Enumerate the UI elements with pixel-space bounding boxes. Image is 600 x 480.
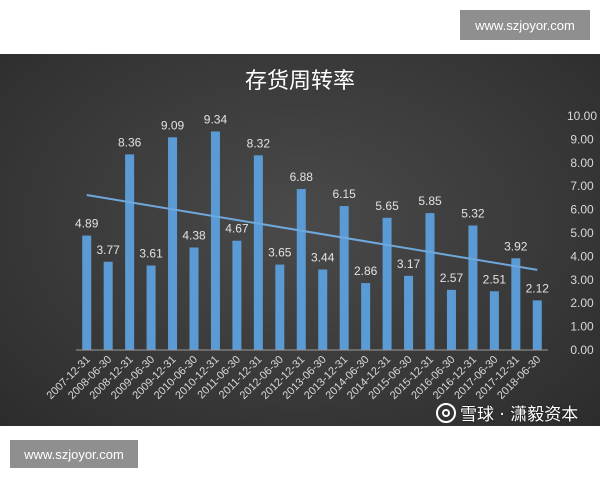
bar-2018-06-30 — [532, 300, 542, 350]
value-label-2018-06-30: 2.12 — [526, 281, 550, 295]
value-label-2016-06-30: 2.57 — [440, 271, 464, 285]
value-label-2007-12-31: 4.89 — [75, 217, 99, 231]
y-tick-label: 9.00 — [570, 132, 594, 146]
y-tick-label: 3.00 — [570, 273, 594, 287]
bar-2015-12-31 — [425, 213, 435, 350]
bar-2011-12-31 — [253, 155, 263, 350]
value-label-2013-12-31: 6.15 — [333, 187, 357, 201]
chart-panel: 存货周转率 4.89 3.77 8.36 3.61 9.09 4.38 9.34 4.67 8.… — [0, 54, 600, 426]
bar-2014-12-31 — [382, 217, 392, 350]
snowball-watermark: 雪球 · 潇毅资本 — [436, 400, 578, 425]
bar-2010-12-31 — [210, 131, 220, 350]
value-label-2011-12-31: 8.32 — [247, 136, 271, 150]
y-tick-label: 7.00 — [570, 179, 594, 193]
value-labels-layer: 4.89 3.77 8.36 3.61 9.09 4.38 9.34 4.67 8.32 3.65… — [75, 112, 549, 295]
trendline-layer — [86, 194, 538, 271]
bar-2016-06-30 — [446, 289, 456, 350]
watermark-text: 雪球 · 潇毅资本 — [460, 405, 579, 425]
bar-2009-12-31 — [168, 137, 178, 350]
bar-2011-06-30 — [232, 240, 242, 350]
chart-title: 存货周转率 — [245, 69, 355, 94]
bar-2007-12-31 — [82, 235, 92, 350]
value-label-2014-12-31: 5.65 — [375, 199, 399, 213]
y-tick-label: 6.00 — [570, 203, 594, 217]
bar-2014-06-30 — [361, 283, 371, 350]
site-url-badge-bottom: www.szjoyor.com — [10, 440, 138, 468]
bar-2016-12-31 — [468, 225, 478, 350]
value-label-2011-06-30: 4.67 — [225, 222, 249, 236]
x-axis: 2007-12-312008-06-302008-12-312009-06-30… — [45, 349, 548, 402]
bar-2017-06-30 — [489, 291, 499, 350]
value-label-2010-06-30: 4.38 — [182, 229, 206, 243]
bar-2008-06-30 — [103, 261, 113, 350]
y-tick-label: 10.00 — [567, 109, 597, 123]
value-label-2017-12-31: 3.92 — [504, 239, 528, 253]
bar-2015-06-30 — [404, 275, 414, 350]
bars-layer — [82, 131, 542, 350]
y-tick-label: 8.00 — [570, 156, 594, 170]
value-label-2017-06-30: 2.51 — [483, 272, 507, 286]
value-label-2010-12-31: 9.34 — [204, 112, 228, 126]
value-label-2013-06-30: 3.44 — [311, 251, 335, 265]
value-label-2016-12-31: 5.32 — [461, 207, 485, 221]
value-label-2008-06-30: 3.77 — [97, 243, 121, 257]
value-label-2012-12-31: 6.88 — [290, 170, 314, 184]
bar-2012-06-30 — [275, 264, 285, 350]
value-label-2012-06-30: 3.65 — [268, 246, 292, 260]
value-label-2014-06-30: 2.86 — [354, 264, 378, 278]
y-axis: 0.00 1.00 2.00 3.00 4.00 5.00 6.00 7.00 8.00 9.00… — [567, 109, 597, 357]
value-label-2008-12-31: 8.36 — [118, 135, 142, 149]
bar-2013-06-30 — [318, 269, 328, 350]
value-label-2009-06-30: 3.61 — [139, 247, 163, 261]
bar-2010-06-30 — [189, 247, 199, 350]
value-label-2009-12-31: 9.09 — [161, 118, 185, 132]
y-tick-label: 1.00 — [570, 320, 594, 334]
snowball-logo-icon — [436, 402, 456, 423]
value-label-2015-06-30: 3.17 — [397, 257, 421, 271]
bar-2009-06-30 — [146, 265, 156, 350]
bar-2008-12-31 — [125, 154, 135, 350]
trendline — [86, 194, 538, 271]
y-tick-label: 5.00 — [570, 226, 594, 240]
site-url-badge-top: www.szjoyor.com — [460, 10, 590, 40]
bar-2017-12-31 — [511, 258, 521, 350]
bar-2012-12-31 — [296, 189, 306, 350]
value-label-2015-12-31: 5.85 — [418, 194, 442, 208]
y-tick-label: 4.00 — [570, 249, 594, 263]
y-tick-label: 0.00 — [570, 343, 594, 357]
y-tick-label: 2.00 — [570, 296, 594, 310]
bar-2013-12-31 — [339, 206, 349, 350]
inventory-turnover-chart: 存货周转率 4.89 3.77 8.36 3.61 9.09 4.38 9.34 4.67 8.… — [45, 69, 598, 402]
